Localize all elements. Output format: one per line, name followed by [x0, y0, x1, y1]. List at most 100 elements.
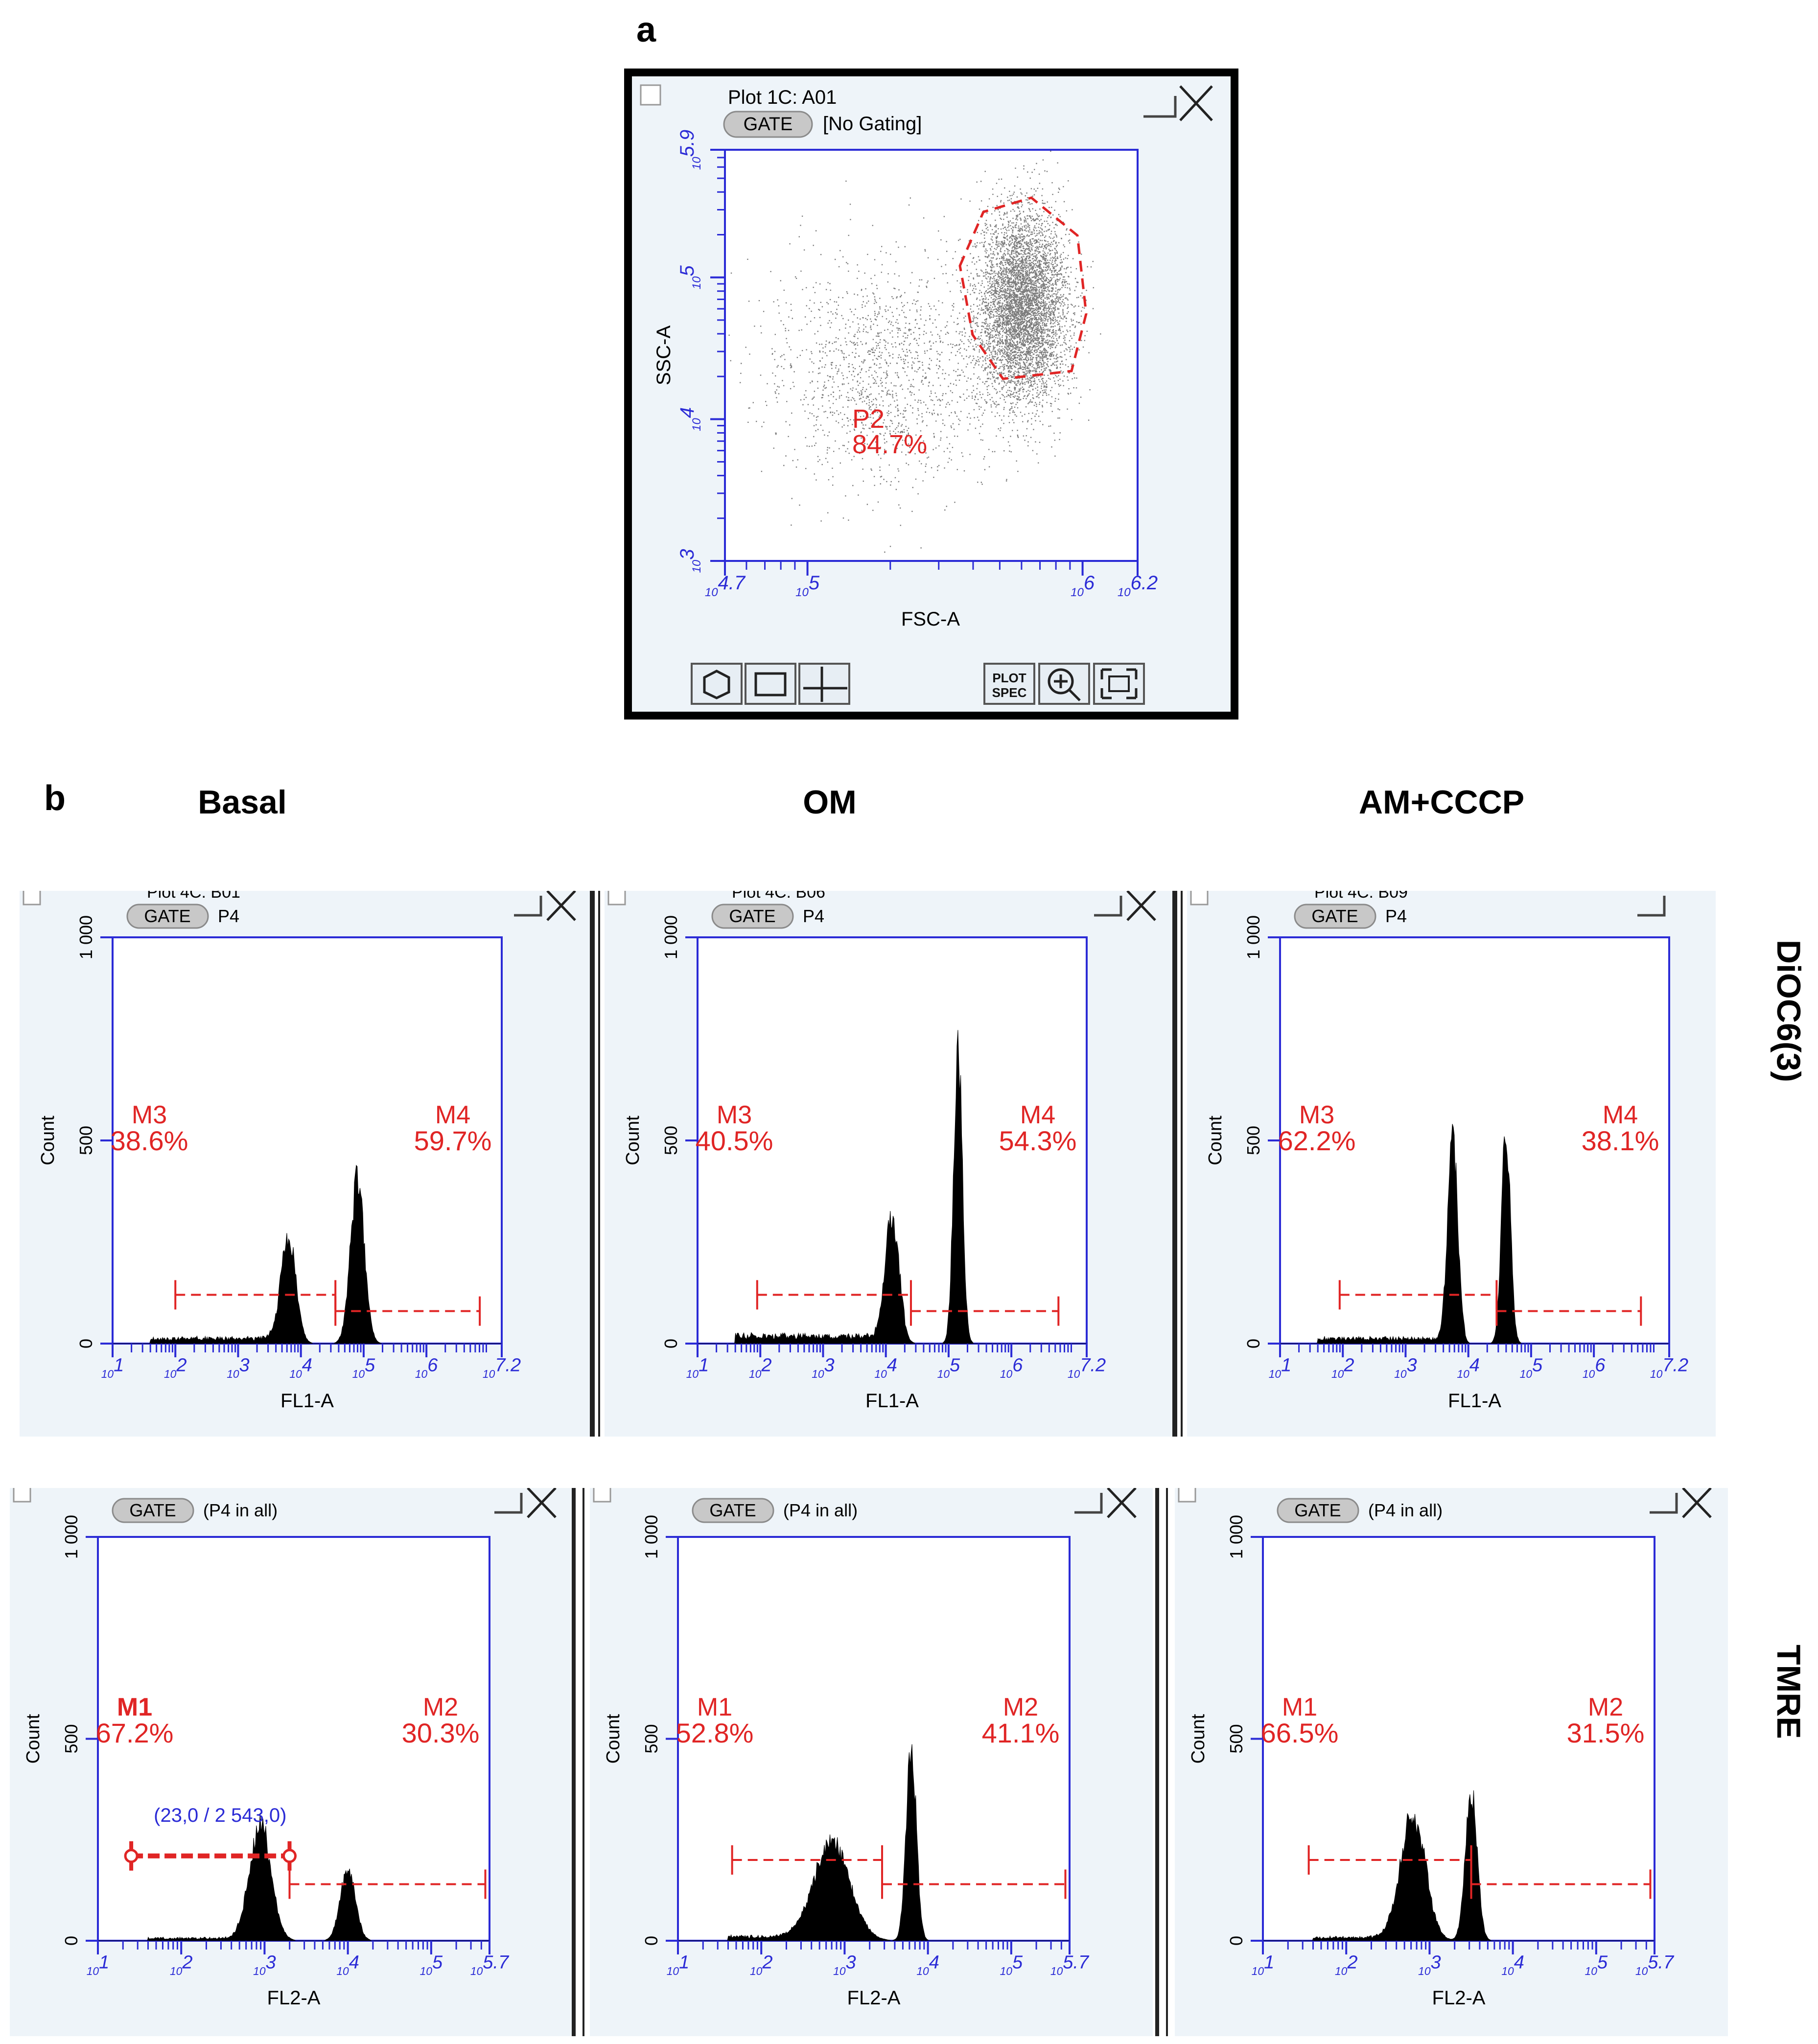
- marker-m2[interactable]: [288, 1869, 487, 1899]
- rectangle-icon: [754, 672, 787, 697]
- marker-m4[interactable]: [1495, 1296, 1642, 1326]
- x-axis-label: FSC-A: [901, 608, 960, 630]
- gate-button-label: GATE: [709, 1500, 756, 1520]
- marker-percent: 40.5%: [696, 1125, 773, 1156]
- gate-button[interactable]: [723, 111, 813, 138]
- x-tick-label: 105: [420, 1952, 443, 1977]
- plot-title: Plot 4C: B01: [147, 891, 240, 902]
- quadrant-icon: [803, 667, 847, 702]
- x-axis-label: FL1-A: [865, 1390, 919, 1412]
- window-separator: [1181, 891, 1183, 1437]
- gate-button[interactable]: [126, 904, 209, 929]
- quadrant-gate-button[interactable]: [798, 663, 850, 705]
- scatter-plot-a: Plot 1C: A01 GATE [No Gating] P2 84.7% 1…: [640, 84, 1213, 705]
- x-tick-label: 105: [1585, 1952, 1608, 1977]
- histogram-bars: [1280, 1124, 1669, 1344]
- window-separator: [1155, 1488, 1159, 2036]
- x-axis-label: FL1-A: [1448, 1390, 1501, 1412]
- plot-window-a: Plot 1C: A01 GATE [No Gating] P2 84.7% 1…: [624, 69, 1238, 720]
- close-icon[interactable]: [527, 1488, 557, 1518]
- x-tick-label: 104: [1501, 1952, 1524, 1977]
- minimize-icon[interactable]: [1143, 96, 1177, 118]
- y-tick-label: 0: [641, 1936, 661, 1946]
- gate-button-label: GATE: [129, 1500, 176, 1520]
- minimize-icon[interactable]: [494, 1493, 523, 1514]
- y-axis-label: SSC-A: [653, 325, 675, 386]
- x-tick-label: 104: [916, 1952, 939, 1977]
- x-tick-label: 103: [253, 1952, 276, 1977]
- plot-area: [1262, 1536, 1655, 1942]
- marker-percent: 62.2%: [1278, 1125, 1356, 1156]
- select-checkbox[interactable]: [593, 1488, 611, 1503]
- marker-m2[interactable]: [1470, 1869, 1652, 1899]
- close-icon[interactable]: [1107, 1488, 1137, 1518]
- x-tick-label: 104: [336, 1952, 359, 1977]
- marker-m1[interactable]: [124, 1841, 297, 1871]
- y-axis-label: Count: [603, 1714, 624, 1764]
- close-icon[interactable]: [1682, 1488, 1712, 1518]
- select-checkbox[interactable]: [1190, 891, 1209, 906]
- y-tick-label: 1 000: [1226, 1515, 1246, 1559]
- x-tick-label: 102: [170, 1952, 193, 1977]
- x-tick-label: 101: [1269, 1355, 1292, 1380]
- marker-name: M1: [1282, 1693, 1317, 1721]
- gate-p2-polygon[interactable]: [958, 196, 1088, 380]
- marker-name: M2: [1003, 1693, 1038, 1721]
- x-tick-label: 101: [101, 1355, 124, 1380]
- marker-name: M2: [423, 1693, 458, 1721]
- marker-m2[interactable]: [881, 1869, 1067, 1899]
- polygon-icon: [703, 670, 730, 699]
- gate-button[interactable]: [692, 1498, 774, 1523]
- close-icon[interactable]: [546, 891, 576, 921]
- select-checkbox[interactable]: [640, 84, 661, 106]
- select-checkbox[interactable]: [607, 891, 626, 906]
- gate-button-label: GATE: [1311, 906, 1358, 926]
- x-tick-label: 104: [1457, 1355, 1480, 1380]
- minimize-icon[interactable]: [514, 896, 542, 917]
- gate-button[interactable]: [1277, 1498, 1359, 1523]
- y-tick-label: 500: [61, 1724, 81, 1753]
- plot-spec-button[interactable]: [983, 663, 1035, 705]
- marker-name: M1: [117, 1693, 152, 1721]
- plot-area: [1279, 936, 1670, 1345]
- marker-percent: 52.8%: [676, 1718, 754, 1748]
- select-checkbox[interactable]: [13, 1488, 31, 1503]
- gate-button[interactable]: [112, 1498, 194, 1523]
- minimize-icon[interactable]: [1637, 896, 1666, 917]
- plot-window-tmre-basal: GATE (P4 in all) (23,0 / 2 543,0) M1 67.2% M2…: [10, 1488, 573, 2036]
- rectangle-gate-button[interactable]: [745, 663, 796, 705]
- gate-button[interactable]: [711, 904, 794, 929]
- x-axis-label: FL1-A: [280, 1390, 334, 1412]
- close-icon[interactable]: [1179, 85, 1213, 121]
- x-axis-label: FL2-A: [1432, 1987, 1486, 2009]
- gate-value: P4: [803, 906, 824, 926]
- x-tick-label: 102: [750, 1952, 773, 1977]
- x-tick-label: 106: [1071, 572, 1095, 599]
- marker-m4[interactable]: [909, 1296, 1060, 1326]
- plot-window-dioc-amcccp: Plot 4C: B09 GATE P4 M3 62.2% M4 38.1% 0 500 1 00…: [1187, 891, 1716, 1437]
- y-tick-label: 500: [1226, 1724, 1246, 1753]
- x-tick-label: 105.7: [1050, 1952, 1090, 1977]
- y-tick-label: 0: [661, 1339, 681, 1348]
- x-tick-label: 103: [1418, 1952, 1441, 1977]
- minimize-icon[interactable]: [1094, 896, 1122, 917]
- minimize-icon[interactable]: [1074, 1493, 1103, 1514]
- marker-name: M1: [697, 1693, 732, 1721]
- x-tick-label: 104: [289, 1355, 312, 1380]
- minimize-icon[interactable]: [1650, 1493, 1678, 1514]
- x-tick-label: 105: [795, 572, 820, 599]
- y-tick-label: 1 000: [1243, 915, 1263, 959]
- plot-area: [97, 1536, 490, 1942]
- close-icon[interactable]: [1126, 891, 1156, 921]
- select-checkbox[interactable]: [1178, 1488, 1196, 1503]
- column-title-amcccp: AM+CCCP: [1358, 784, 1525, 821]
- marker-m4[interactable]: [334, 1296, 481, 1326]
- select-checkbox[interactable]: [23, 891, 41, 906]
- y-tick-label: 1 000: [61, 1515, 81, 1559]
- gate-value: P4: [218, 906, 239, 926]
- marker-percent: 66.5%: [1261, 1718, 1339, 1748]
- gate-button[interactable]: [1294, 904, 1376, 929]
- marker-readout: (23,0 / 2 543,0): [154, 1805, 286, 1826]
